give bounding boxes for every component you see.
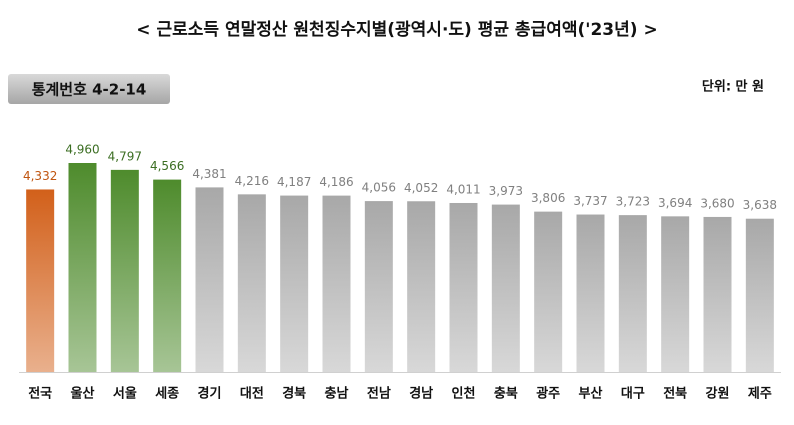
x-tick-label: 전북 <box>663 386 687 402</box>
x-tick-label: 대구 <box>621 387 645 402</box>
bar <box>618 215 647 372</box>
value-label: 3,694 <box>658 196 692 210</box>
value-label: 4,332 <box>23 169 57 183</box>
x-tick-label: 인천 <box>452 386 476 402</box>
bar <box>110 169 139 372</box>
bar <box>745 218 774 372</box>
chart-title: < 근로소득 연말정산 원천징수지별(광역시·도) 평균 총급여액('23년) … <box>136 19 657 40</box>
value-label: 3,638 <box>743 198 777 212</box>
value-label: 4,960 <box>65 143 99 157</box>
value-label: 4,797 <box>108 149 142 163</box>
value-label: 4,011 <box>446 182 480 196</box>
value-label: 3,737 <box>573 194 607 208</box>
bar <box>407 201 436 372</box>
bar <box>26 189 55 372</box>
value-label: 4,381 <box>192 167 226 181</box>
value-label: 3,973 <box>489 184 523 198</box>
badge: 통계번호 4-2-14 <box>32 81 147 99</box>
x-tick-label: 울산 <box>71 386 95 402</box>
value-label: 3,680 <box>700 196 734 210</box>
value-label: 4,052 <box>404 181 438 195</box>
bar <box>153 179 182 372</box>
x-tick-label: 경남 <box>409 386 433 402</box>
value-label: 4,186 <box>319 175 353 189</box>
bar <box>703 216 732 372</box>
badge-box <box>8 74 170 104</box>
value-label: 3,723 <box>616 195 650 209</box>
bar <box>491 204 520 372</box>
x-tick-label: 경기 <box>198 386 222 402</box>
bar <box>576 214 605 372</box>
value-label: 4,566 <box>150 159 184 173</box>
x-tick-label: 서울 <box>113 386 137 402</box>
x-tick-label: 광주 <box>536 387 560 402</box>
x-tick-label: 세종 <box>155 387 179 402</box>
x-tick-label: 충북 <box>494 386 518 402</box>
x-tick-label: 전남 <box>367 386 391 402</box>
bar <box>449 202 478 372</box>
x-tick-label: 경북 <box>282 386 306 402</box>
bar <box>237 194 266 372</box>
bar <box>364 201 393 372</box>
bar <box>195 187 224 372</box>
value-label: 3,806 <box>531 191 565 205</box>
x-tick-label: 제주 <box>748 387 772 402</box>
x-tick-label: 강원 <box>706 386 730 402</box>
bar <box>322 195 351 372</box>
bar <box>68 163 97 372</box>
bar <box>534 211 563 372</box>
unit: 단위: 만 원 <box>702 79 764 95</box>
value-label: 4,056 <box>362 181 396 195</box>
value-label: 4,187 <box>277 175 311 189</box>
x-tick-label: 충남 <box>325 386 349 402</box>
x-tick-label: 대전 <box>240 386 264 402</box>
x-tick-label: 부산 <box>579 386 603 402</box>
value-label: 4,216 <box>235 174 269 188</box>
bar <box>280 195 309 372</box>
x-tick-label: 전국 <box>28 386 52 402</box>
bar <box>661 216 690 372</box>
